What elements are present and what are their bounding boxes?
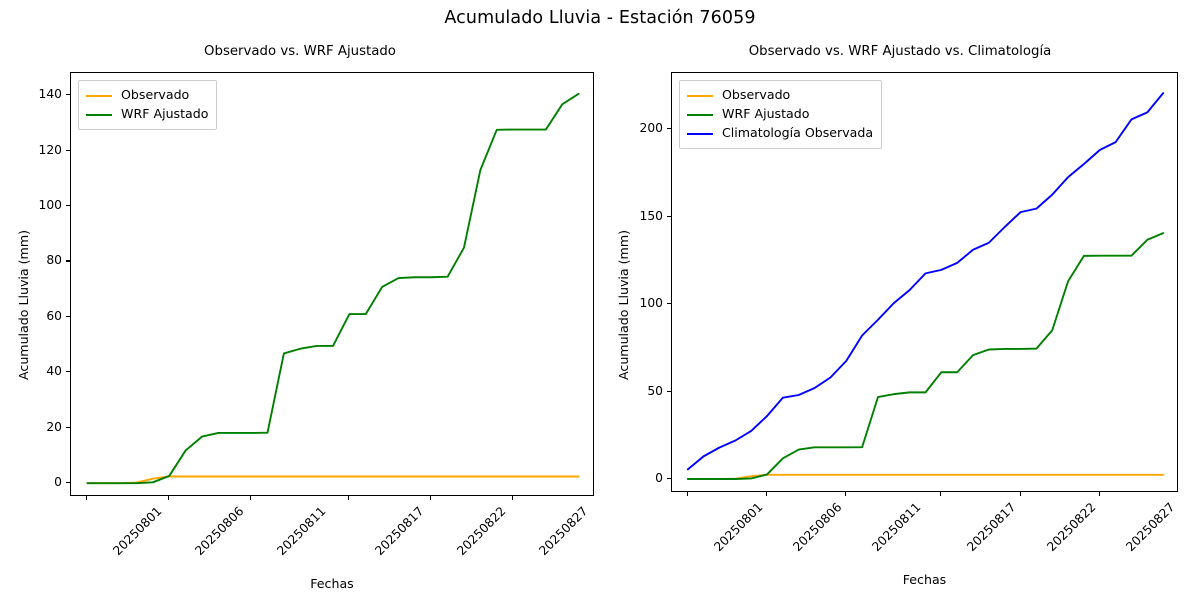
- y-axis-tick-mark: [667, 303, 671, 305]
- series-line-climatolog-a-observada: [686, 92, 1165, 471]
- x-axis-tick-mark: [86, 496, 88, 500]
- figure-suptitle: Acumulado Lluvia - Estación 76059: [444, 8, 756, 28]
- legend-entry-label: WRF Ajustado: [121, 106, 209, 122]
- x-axis-tick-mark: [250, 496, 252, 500]
- y-axis-tick-label: 100: [38, 198, 62, 213]
- legend-entry[interactable]: WRF Ajustado: [86, 105, 208, 124]
- y-axis-tick-label: 60: [46, 308, 62, 323]
- legend-entry[interactable]: Observado: [86, 86, 208, 105]
- x-axis-tick-mark: [348, 496, 350, 500]
- y-axis-tick-mark: [66, 260, 70, 262]
- x-axis-tick-mark: [845, 492, 847, 496]
- y-axis-tick-mark: [66, 371, 70, 373]
- y-axis-tick-mark: [667, 390, 671, 392]
- panel-left-xlabel: Fechas: [310, 576, 354, 591]
- legend-entry[interactable]: Observado: [687, 86, 873, 105]
- y-axis-tick-label: 200: [639, 121, 663, 135]
- legend-line-swatch-icon: [687, 94, 713, 97]
- panel-right-xlabel: Fechas: [902, 572, 947, 587]
- legend-entry-label: Climatología Observada: [722, 125, 874, 141]
- y-axis-tick-label: 50: [647, 383, 663, 398]
- panel-left: Observado vs. WRF Ajustado Acumulado Llu…: [0, 40, 600, 600]
- x-axis-tick-label: 20250827: [536, 504, 591, 559]
- y-axis-tick-mark: [667, 128, 671, 130]
- panel-left-legend: Observado WRF Ajustado: [78, 80, 218, 130]
- legend-line-swatch-icon: [687, 132, 713, 135]
- panel-right-legend: Observado WRF Ajustado Climatología Observ…: [679, 80, 883, 149]
- legend-entry-label: Observado: [121, 87, 190, 103]
- y-axis-tick-mark: [66, 149, 70, 151]
- x-axis-tick-label: 20250822: [454, 504, 509, 559]
- y-axis-tick-mark: [66, 94, 70, 96]
- x-axis-tick-label: 20250806: [192, 504, 247, 559]
- legend-line-swatch-icon: [86, 113, 112, 116]
- y-axis-tick-mark: [66, 205, 70, 207]
- x-axis-tick-label: 20250811: [869, 500, 924, 555]
- y-axis-tick-mark: [66, 315, 70, 317]
- x-axis-tick-mark: [1019, 492, 1021, 496]
- legend-entry[interactable]: WRF Ajustado: [687, 105, 873, 124]
- y-axis-tick-mark: [667, 215, 671, 217]
- panel-left-plot-lines: [86, 92, 580, 485]
- legend-entry-label: WRF Ajustado: [722, 106, 810, 122]
- x-axis-tick-label: 20250817: [964, 500, 1019, 555]
- x-axis-tick-label: 20250806: [790, 500, 845, 555]
- y-axis-tick-mark: [667, 478, 671, 480]
- x-axis-tick-label: 20250817: [372, 504, 427, 559]
- y-axis-tick-label: 150: [639, 208, 663, 223]
- x-axis-tick-mark: [940, 492, 942, 496]
- y-axis-tick-mark: [66, 426, 70, 428]
- y-axis-tick-label: 40: [46, 364, 62, 379]
- panel-left-title: Observado vs. WRF Ajustado: [204, 44, 396, 59]
- panel-right-plot-lines: [686, 92, 1165, 480]
- x-axis-tick-mark: [686, 492, 688, 496]
- x-axis-tick-label: 20250801: [711, 500, 766, 555]
- x-axis-tick-label: 20250811: [274, 504, 329, 559]
- x-axis-tick-label: 20250801: [110, 504, 165, 559]
- legend-line-swatch-icon: [687, 113, 713, 116]
- legend-entry[interactable]: Climatología Observada: [687, 124, 873, 143]
- y-axis-tick-label: 140: [38, 87, 62, 102]
- panel-right: Observado vs. WRF Ajustado vs. Climatolo…: [600, 40, 1200, 600]
- series-line-wrf-ajustado: [686, 232, 1165, 480]
- x-axis-tick-label: 20250827: [1123, 500, 1178, 555]
- y-axis-tick-label: 0: [655, 471, 663, 485]
- y-axis-tick-label: 100: [639, 296, 663, 310]
- y-axis-tick-label: 80: [46, 253, 62, 268]
- y-axis-tick-label: 0: [54, 475, 62, 490]
- legend-entry-label: Observado: [722, 87, 791, 103]
- x-axis-tick-mark: [1098, 492, 1100, 496]
- x-axis-tick-mark: [512, 496, 514, 500]
- x-axis-tick-label: 20250822: [1043, 500, 1099, 555]
- x-axis-tick-mark: [766, 492, 768, 496]
- y-axis-tick-mark: [66, 482, 70, 484]
- panel-right-title: Observado vs. WRF Ajustado vs. Climatolo…: [748, 44, 1052, 59]
- panel-left-axes: [70, 72, 594, 496]
- y-axis-tick-label: 20: [46, 419, 62, 434]
- x-axis-tick-mark: [168, 496, 170, 500]
- y-axis-tick-label: 120: [38, 142, 62, 157]
- series-line-wrf-ajustado: [86, 92, 580, 485]
- legend-line-swatch-icon: [86, 94, 112, 97]
- x-axis-tick-mark: [430, 496, 432, 500]
